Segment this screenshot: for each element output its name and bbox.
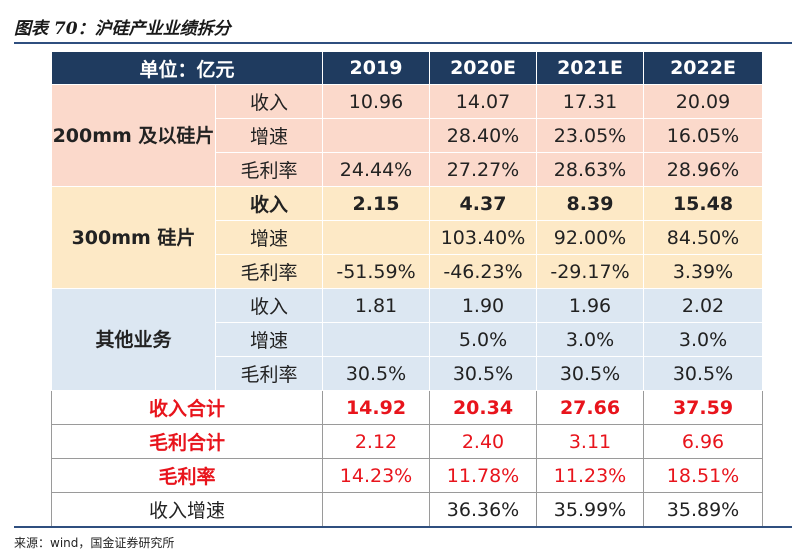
cell-value: -29.17% — [536, 254, 644, 289]
cell-value: 1.96 — [536, 288, 644, 323]
cell-value: 1.90 — [429, 288, 537, 323]
header-row: 单位：亿元 2019 2020E 2021E 2022E — [51, 51, 763, 85]
cell-value: 18.51% — [643, 458, 763, 493]
table-row: 其他业务 收入 1.81 1.90 1.96 2.02 — [51, 288, 763, 391]
row-label: 收入 — [215, 288, 323, 323]
row-label: 毛利率 — [215, 356, 323, 391]
financial-breakdown-table: 单位：亿元 2019 2020E 2021E 2022E 200mm 及以硅片 … — [51, 51, 763, 527]
cell-value: 8.39 — [536, 186, 644, 221]
group-label-300mm: 300mm 硅片 — [51, 186, 216, 289]
row-label: 收入 — [215, 84, 323, 119]
top-rule — [14, 42, 792, 44]
cell-value — [322, 118, 430, 153]
cell-value: 28.63% — [536, 152, 644, 187]
cell-value: 23.05% — [536, 118, 644, 153]
cell-value: 20.09 — [643, 84, 763, 119]
cell-value: 20.34 — [429, 390, 537, 425]
cell-value: 3.0% — [643, 322, 763, 357]
table-row: 200mm 及以硅片 收入 10.96 14.07 17.31 20.09 — [51, 84, 763, 187]
cell-value: 30.5% — [322, 356, 430, 391]
row-label: 收入 — [215, 186, 323, 221]
group-label-other: 其他业务 — [51, 288, 216, 391]
cell-value: 28.40% — [429, 118, 537, 153]
cell-value: 37.59 — [643, 390, 763, 425]
cell-value — [322, 220, 430, 255]
cell-value: 24.44% — [322, 152, 430, 187]
cell-value: 16.05% — [643, 118, 763, 153]
cell-value: 28.96% — [643, 152, 763, 187]
cell-value: 17.31 — [536, 84, 644, 119]
cell-value: 14.07 — [429, 84, 537, 119]
total-row-revenue-growth: 收入增速 36.36% 35.99% 35.89% — [51, 492, 763, 527]
figure-title: 图表 70：沪硅产业业绩拆分 — [14, 19, 231, 39]
cell-value: 103.40% — [429, 220, 537, 255]
cell-value: 2.02 — [643, 288, 763, 323]
cell-value: 27.27% — [429, 152, 537, 187]
cell-value: -46.23% — [429, 254, 537, 289]
total-row-revenue: 收入合计 14.92 20.34 27.66 37.59 — [51, 390, 763, 425]
cell-value: 84.50% — [643, 220, 763, 255]
bottom-rule — [14, 526, 792, 528]
cell-value: 15.48 — [643, 186, 763, 221]
cell-value: 92.00% — [536, 220, 644, 255]
cell-value: 10.96 — [322, 84, 430, 119]
cell-value: 27.66 — [536, 390, 644, 425]
cell-value: 6.96 — [643, 424, 763, 459]
unit-header: 单位：亿元 — [51, 51, 323, 85]
cell-value: 14.92 — [322, 390, 430, 425]
total-row-gross-margin: 毛利率 14.23% 11.78% 11.23% 18.51% — [51, 458, 763, 493]
cell-value: 2.12 — [322, 424, 430, 459]
year-header-2020e: 2020E — [429, 51, 537, 85]
cell-value — [322, 492, 430, 527]
total-row-gross-profit: 毛利合计 2.12 2.40 3.11 6.96 — [51, 424, 763, 459]
source-note: 来源：wind，国金证券研究所 — [14, 536, 175, 550]
cell-value: 3.11 — [536, 424, 644, 459]
row-label: 增速 — [215, 322, 323, 357]
table-row: 毛利率 30.5% 30.5% 30.5% 30.5% — [52, 356, 763, 391]
cell-value: 3.39% — [643, 254, 763, 289]
table-row: 增速 103.40% 92.00% 84.50% — [52, 220, 763, 255]
total-label-gross-margin: 毛利率 — [51, 458, 323, 493]
cell-value: 30.5% — [643, 356, 763, 391]
year-header-2022e: 2022E — [643, 51, 763, 85]
table-row: 毛利率 -51.59% -46.23% -29.17% 3.39% — [52, 254, 763, 289]
cell-value: 14.23% — [322, 458, 430, 493]
cell-value — [322, 322, 430, 357]
cell-value: 3.0% — [536, 322, 644, 357]
cell-value: -51.59% — [322, 254, 430, 289]
cell-value: 1.81 — [322, 288, 430, 323]
cell-value: 35.99% — [536, 492, 644, 527]
total-label-revenue: 收入合计 — [51, 390, 323, 425]
total-label-gross-profit: 毛利合计 — [51, 424, 323, 459]
cell-value: 2.40 — [429, 424, 537, 459]
year-header-2019: 2019 — [322, 51, 430, 85]
cell-value: 35.89% — [643, 492, 763, 527]
cell-value: 11.78% — [429, 458, 537, 493]
row-label: 增速 — [215, 220, 323, 255]
table-row: 增速 5.0% 3.0% 3.0% — [52, 322, 763, 357]
total-label-revenue-growth: 收入增速 — [51, 492, 323, 527]
cell-value: 11.23% — [536, 458, 644, 493]
cell-value: 5.0% — [429, 322, 537, 357]
year-header-2021e: 2021E — [536, 51, 644, 85]
cell-value: 2.15 — [322, 186, 430, 221]
row-label: 毛利率 — [215, 152, 323, 187]
table-row: 300mm 硅片 收入 2.15 4.37 8.39 15.48 — [51, 186, 763, 289]
cell-value: 36.36% — [429, 492, 537, 527]
cell-value: 30.5% — [536, 356, 644, 391]
row-label: 增速 — [215, 118, 323, 153]
table-row: 毛利率 24.44% 27.27% 28.63% 28.96% — [52, 152, 763, 187]
row-label: 毛利率 — [215, 254, 323, 289]
cell-value: 4.37 — [429, 186, 537, 221]
cell-value: 30.5% — [429, 356, 537, 391]
table-row: 增速 28.40% 23.05% 16.05% — [52, 118, 763, 153]
group-label-200mm: 200mm 及以硅片 — [51, 84, 216, 187]
